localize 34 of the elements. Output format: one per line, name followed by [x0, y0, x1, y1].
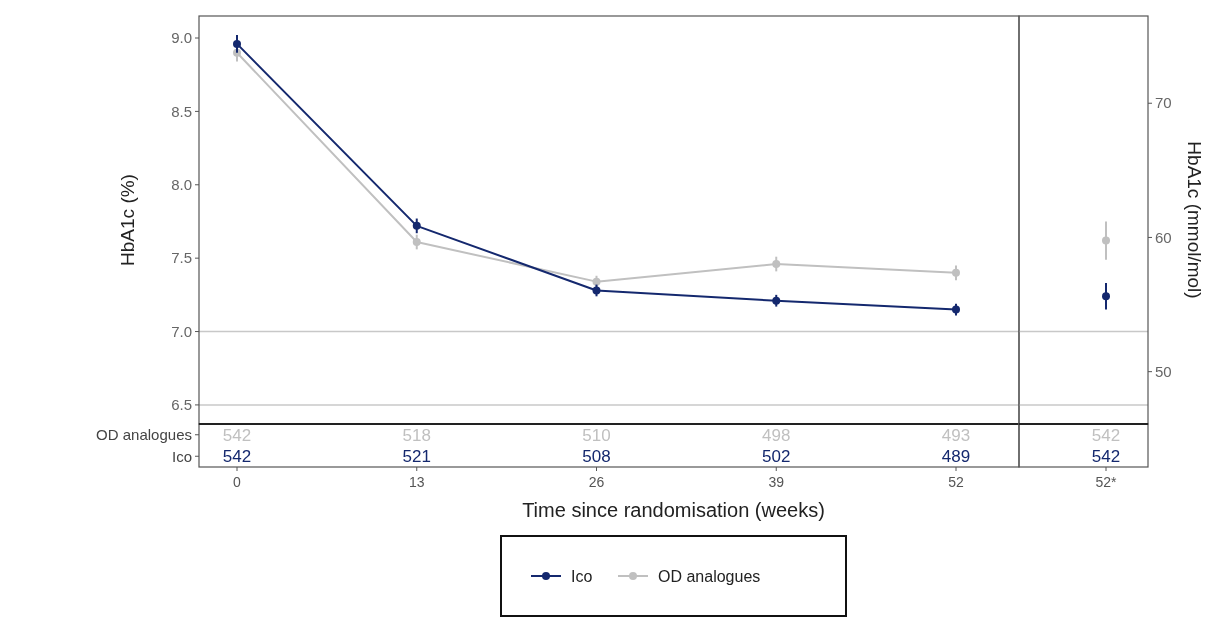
- x-tick-label: 0: [233, 474, 242, 490]
- y-tick-label: 9.0: [171, 29, 192, 47]
- text: 498: [762, 425, 791, 445]
- y-tick-label: 7.5: [171, 249, 192, 267]
- y-tick-label: 7.0: [171, 322, 192, 340]
- legend-label: OD analogues: [658, 567, 761, 585]
- y2-axis-title: HbA1c (mmol/mol): [1184, 141, 1205, 299]
- text: 542: [222, 425, 252, 445]
- y2-tick-label: 70: [1155, 94, 1172, 112]
- x-tick-label: 39: [768, 474, 785, 490]
- y-tick-label: 8.5: [171, 102, 192, 120]
- y-tick-label: 6.5: [171, 396, 192, 414]
- text: 493: [941, 425, 971, 445]
- y-axis-title: HbA1c (%): [117, 174, 138, 266]
- text: 542: [222, 447, 252, 467]
- x-tick-label: 26: [588, 474, 605, 490]
- text: 542: [1091, 425, 1121, 445]
- legend-label: Ico: [571, 567, 593, 585]
- text: 508: [582, 447, 611, 467]
- text: 542: [1091, 447, 1121, 467]
- x-tick-label: 13: [408, 474, 425, 490]
- y2-tick-label: 50: [1155, 362, 1172, 380]
- text: OD analogues: [96, 426, 192, 443]
- x-tick-label: 52: [948, 474, 964, 490]
- x-tick-label: 52*: [1095, 474, 1118, 490]
- text: 502: [762, 447, 791, 467]
- x-axis-title: Time since randomisation (weeks): [522, 499, 825, 521]
- y-tick-label: 8.0: [171, 176, 192, 194]
- text: 518: [402, 425, 431, 445]
- text: 489: [941, 447, 971, 467]
- text: 510: [582, 425, 611, 445]
- text: Ico: [171, 447, 192, 465]
- y2-tick-label: 60: [1155, 228, 1172, 246]
- text: 521: [402, 447, 431, 467]
